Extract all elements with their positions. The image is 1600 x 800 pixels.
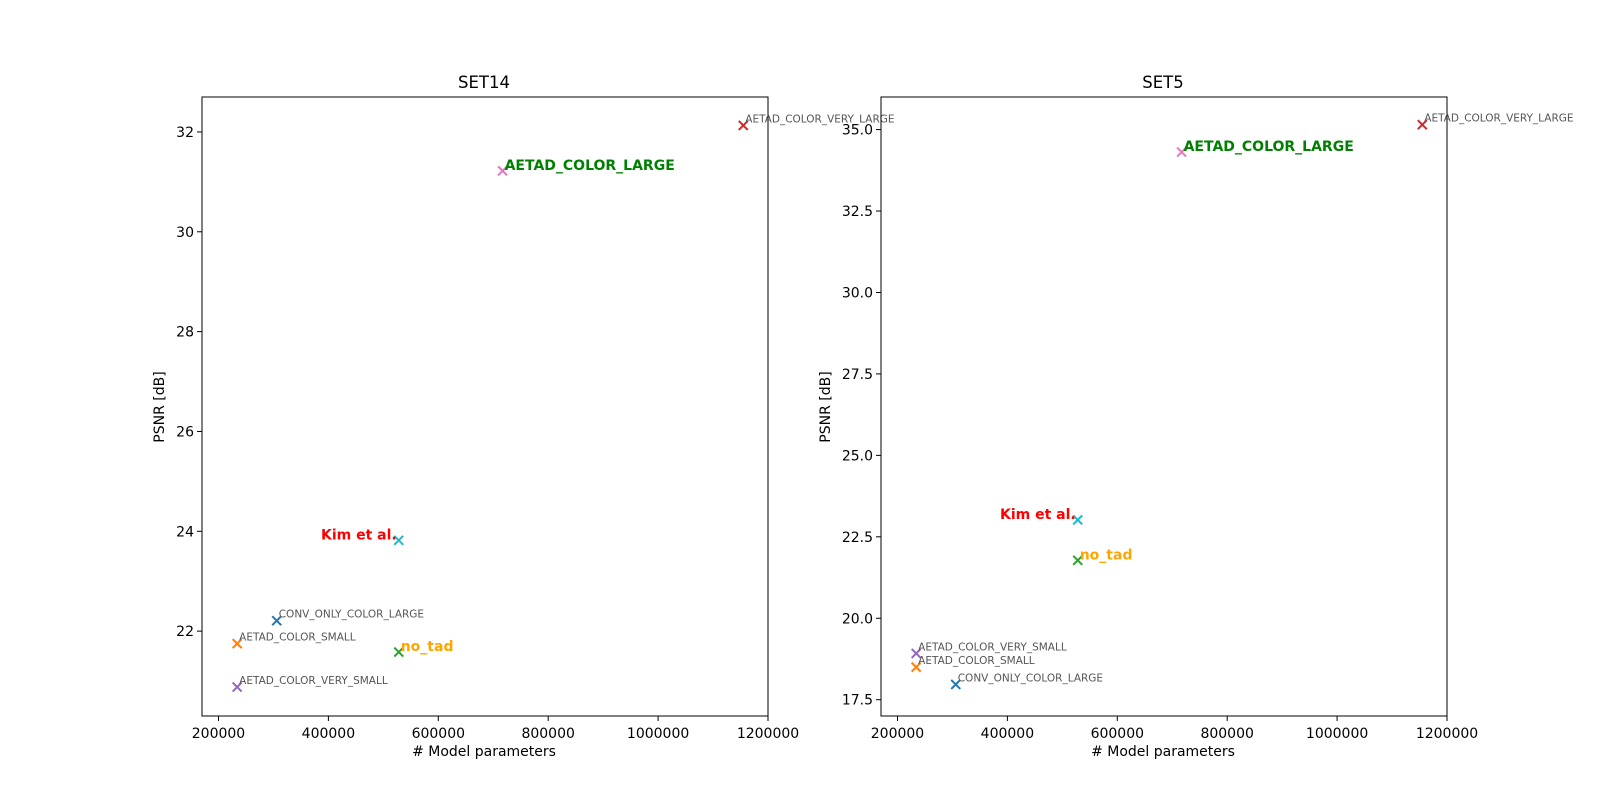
data-label: Kim et al. xyxy=(1000,507,1076,523)
data-label: AETAD_COLOR_VERY_SMALL xyxy=(239,675,388,687)
plot-frame xyxy=(201,96,769,717)
data-point xyxy=(1072,514,1083,526)
data-label: AETAD_COLOR_VERY_SMALL xyxy=(918,641,1067,653)
y-tick-label: 28 xyxy=(176,325,194,341)
data-point xyxy=(950,679,961,690)
data-label: Kim et al. xyxy=(321,527,397,543)
y-tick-label: 35.0 xyxy=(842,123,873,139)
y-tick-label: 25.0 xyxy=(842,448,873,464)
data-label: AETAD_COLOR_LARGE xyxy=(1184,139,1354,155)
y-tick-label: 24 xyxy=(176,524,194,540)
data-point xyxy=(910,648,922,659)
y-tick-label: 27.5 xyxy=(842,367,873,383)
x-tick-label: 1200000 xyxy=(737,726,799,742)
data-point xyxy=(1176,146,1187,158)
data-label: CONV_ONLY_COLOR_LARGE xyxy=(279,609,424,621)
data-label: AETAD_COLOR_SMALL xyxy=(918,655,1035,667)
x-tick-label: 200000 xyxy=(871,726,924,742)
data-label: no_tad xyxy=(401,639,454,655)
data-label: CONV_ONLY_COLOR_LARGE xyxy=(958,672,1103,684)
y-tick-label: 17.5 xyxy=(842,693,873,709)
data-point xyxy=(231,638,243,649)
y-axis-label: PSNR [dB] xyxy=(818,371,834,442)
data-point xyxy=(393,535,404,546)
data-label: AETAD_COLOR_VERY_LARGE xyxy=(745,113,894,125)
y-tick-label: 32 xyxy=(176,125,194,141)
y-axis-label: PSNR [dB] xyxy=(152,371,168,442)
data-point xyxy=(1417,119,1428,130)
x-tick-label: 400000 xyxy=(302,726,355,742)
x-tick-label: 800000 xyxy=(521,726,574,742)
y-tick-label: 22 xyxy=(176,624,194,640)
x-tick-label: 600000 xyxy=(1091,726,1144,742)
chart-set14: SET14 # Model parameters PSNR [dB] 20000… xyxy=(152,73,895,760)
y-tick-label: 22.5 xyxy=(842,530,873,546)
y-tick-label: 30 xyxy=(176,225,194,241)
data-point xyxy=(497,165,508,177)
x-tick-label: 1000000 xyxy=(1306,726,1368,742)
data-label: AETAD_COLOR_SMALL xyxy=(239,632,356,644)
x-tick-label: 200000 xyxy=(192,726,245,742)
plot-frame xyxy=(880,96,1448,717)
data-label: no_tad xyxy=(1080,547,1133,563)
data-label: AETAD_COLOR_VERY_LARGE xyxy=(1424,113,1573,125)
y-tick-label: 20.0 xyxy=(842,611,873,627)
x-tick-label: 600000 xyxy=(412,726,465,742)
data-point xyxy=(393,646,404,658)
x-axis-label: # Model parameters xyxy=(412,744,556,760)
x-tick-label: 800000 xyxy=(1200,726,1253,742)
data-label: AETAD_COLOR_LARGE xyxy=(505,158,675,174)
data-point xyxy=(738,120,749,131)
x-axis-label: # Model parameters xyxy=(1091,744,1235,760)
x-tick-label: 400000 xyxy=(981,726,1034,742)
y-tick-label: 32.5 xyxy=(842,204,873,220)
chart-set5: SET5 # Model parameters PSNR [dB] 200000… xyxy=(818,73,1574,760)
y-tick-label: 26 xyxy=(176,424,194,440)
y-tick-label: 30.0 xyxy=(842,285,873,301)
data-point xyxy=(271,615,282,626)
x-tick-label: 1000000 xyxy=(627,726,689,742)
x-tick-label: 1200000 xyxy=(1416,726,1478,742)
chart-title: SET14 xyxy=(458,73,510,92)
data-point xyxy=(910,661,922,673)
chart-title: SET5 xyxy=(1142,73,1183,92)
data-point xyxy=(231,681,243,693)
data-point xyxy=(1072,555,1083,566)
